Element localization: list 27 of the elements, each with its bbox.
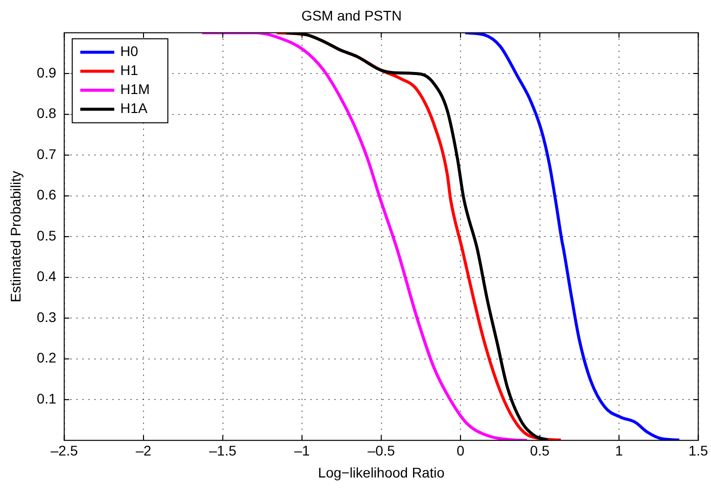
legend-label: H1 [120,62,138,78]
legend-label: H0 [120,43,138,60]
y-tick-label: 0.2 [36,350,56,366]
x-tick-label: 1.5 [688,442,708,459]
y-tick-label: 0.8 [36,105,56,122]
x-tick-label: 0.5 [530,442,550,459]
x-tick-label: –0.5 [368,442,396,459]
y-tick-label: 0.6 [36,186,56,203]
y-tick-label: 0.3 [36,308,56,325]
x-tick-label: 1 [615,442,624,459]
y-axis-title: Estimated Probability [7,170,24,302]
x-tick-label: –2 [136,442,152,459]
y-tick-label: 0.4 [36,268,56,284]
x-tick-label: –1.5 [209,442,237,459]
y-tick-label: 0.9 [36,64,56,80]
chart-title: GSM and PSTN [301,7,402,24]
line-series [200,32,529,440]
x-tick-label: –1 [294,442,310,459]
y-tick-label: 0.7 [36,146,56,162]
y-tick-label: 0.1 [36,390,56,406]
line-series [464,32,681,440]
x-axis-title: Log−likelihood Ratio [318,464,445,480]
x-tick-label: 0 [456,442,465,459]
legend-label: H1M [120,81,150,98]
legend-label: H1A [120,100,148,116]
y-tick-label: 0.5 [36,227,56,244]
x-tick-label: –2.5 [50,442,78,459]
